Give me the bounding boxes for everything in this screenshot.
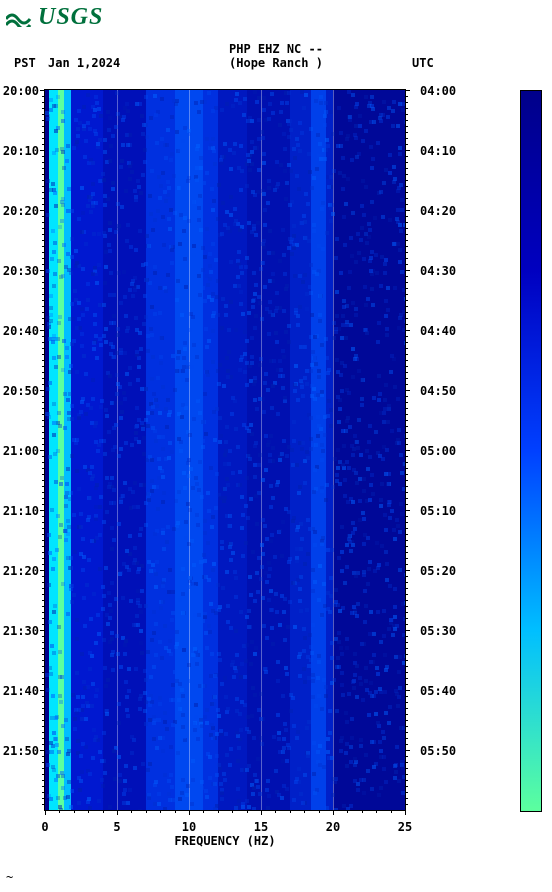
y-right-label: 05:20 bbox=[420, 564, 456, 578]
wave-icon bbox=[6, 5, 34, 30]
y-right-label: 04:50 bbox=[420, 384, 456, 398]
y-right-label: 04:10 bbox=[420, 144, 456, 158]
y-left-label: 21:10 bbox=[3, 504, 39, 518]
usgs-logo: USGS bbox=[6, 4, 103, 31]
y-right-label: 05:50 bbox=[420, 744, 456, 758]
spectrogram-plot bbox=[45, 90, 405, 810]
x-axis-title: FREQUENCY (HZ) bbox=[45, 834, 405, 848]
y-right-label: 05:10 bbox=[420, 504, 456, 518]
y-right-label: 04:20 bbox=[420, 204, 456, 218]
y-left-label: 20:40 bbox=[3, 324, 39, 338]
y-right-label: 05:30 bbox=[420, 624, 456, 638]
y-left-label: 21:40 bbox=[3, 684, 39, 698]
plot-frame bbox=[44, 89, 406, 811]
y-left-label: 20:10 bbox=[3, 144, 39, 158]
y-right-label: 04:40 bbox=[420, 324, 456, 338]
x-tick-label: 0 bbox=[41, 820, 48, 834]
y-left-label: 20:00 bbox=[3, 84, 39, 98]
x-tick-label: 5 bbox=[113, 820, 120, 834]
tz-right-label: UTC bbox=[412, 56, 434, 70]
x-tick-label: 10 bbox=[182, 820, 196, 834]
x-tick-label: 20 bbox=[326, 820, 340, 834]
x-tick-label: 15 bbox=[254, 820, 268, 834]
y-left-label: 21:30 bbox=[3, 624, 39, 638]
usgs-text: USGS bbox=[38, 4, 103, 31]
y-left-label: 20:30 bbox=[3, 264, 39, 278]
x-tick-label: 25 bbox=[398, 820, 412, 834]
y-right-label: 05:00 bbox=[420, 444, 456, 458]
footnote: ~ bbox=[6, 870, 13, 884]
y-left-label: 21:50 bbox=[3, 744, 39, 758]
y-left-label: 20:20 bbox=[3, 204, 39, 218]
y-right-label: 05:40 bbox=[420, 684, 456, 698]
y-left-label: 21:00 bbox=[3, 444, 39, 458]
page-root: USGS PHP EHZ NC -- (Hope Ranch ) PST Jan… bbox=[0, 0, 552, 892]
date-label: Jan 1,2024 bbox=[48, 56, 120, 70]
y-right-label: 04:00 bbox=[420, 84, 456, 98]
tz-left-label: PST bbox=[14, 56, 36, 70]
y-left-label: 21:20 bbox=[3, 564, 39, 578]
colorbar bbox=[520, 90, 542, 812]
title-line1: PHP EHZ NC -- bbox=[229, 42, 323, 56]
y-left-label: 20:50 bbox=[3, 384, 39, 398]
y-right-label: 04:30 bbox=[420, 264, 456, 278]
